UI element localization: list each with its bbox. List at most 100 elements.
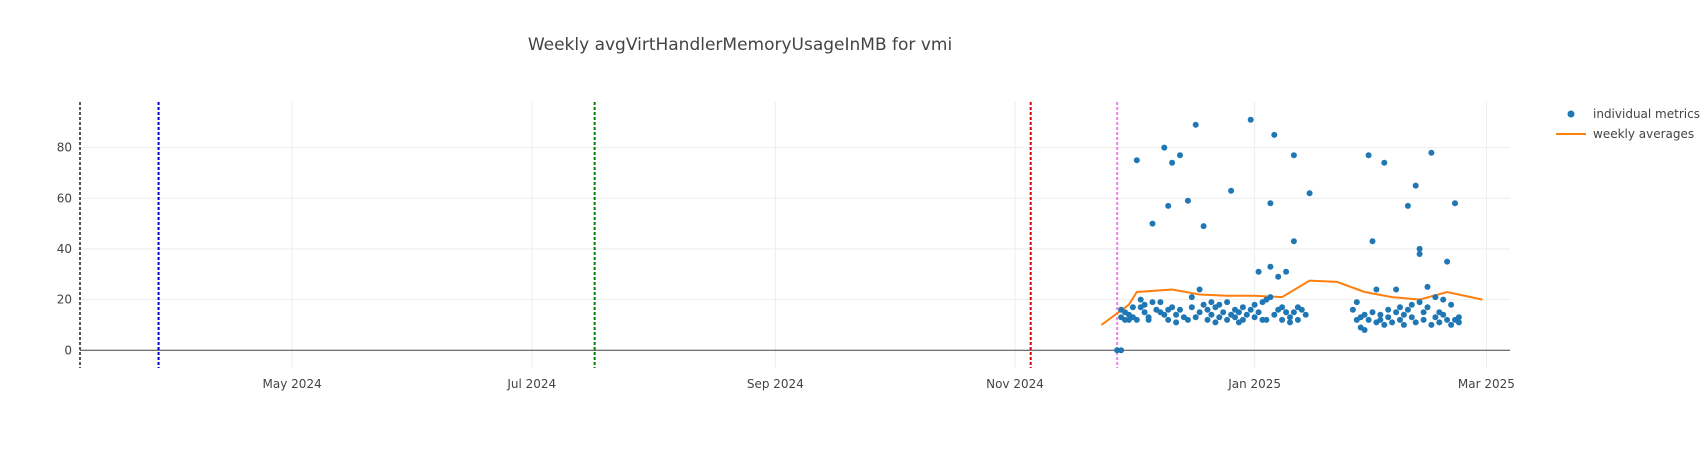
data-point [1420,316,1427,323]
data-point [1381,321,1388,328]
data-point [1267,200,1274,207]
data-point [1177,152,1183,159]
data-point [1184,316,1191,323]
data-point [1290,152,1297,159]
x-tick-label: Jul 2024 [506,377,556,391]
data-point [1432,314,1439,321]
data-point [1216,314,1223,321]
data-point [1397,316,1403,323]
data-point [1184,197,1191,204]
data-point [1177,306,1183,313]
data-point [1408,301,1415,308]
data-point [1377,316,1384,323]
data-point [1161,144,1168,151]
x-tick-label: Nov 2024 [986,377,1044,391]
data-point [1298,306,1305,313]
data-point [1349,306,1356,313]
data-point [1294,316,1301,323]
data-point [1149,299,1156,306]
data-point [1287,319,1293,326]
data-point [1275,273,1282,280]
data-point [1141,309,1148,316]
data-point [1239,304,1246,311]
data-point [1353,299,1360,306]
data-point [1192,314,1199,321]
data-point [1161,311,1168,318]
data-point [1267,294,1274,301]
data-point [1192,121,1199,128]
weekly-averages-series [1100,279,1483,326]
data-point [1173,311,1180,318]
data-point [1385,314,1392,321]
data-point [1200,301,1207,308]
data-point [1290,238,1297,245]
data-point [1428,321,1435,328]
legend-item[interactable]: weekly averages [1556,127,1694,141]
data-point [1381,159,1388,166]
data-point [1424,304,1431,311]
data-point [1208,311,1215,318]
data-point [1228,187,1235,194]
y-tick-label: 0 [64,343,72,357]
data-point [1420,309,1427,316]
x-tick-label: Jan 2025 [1227,377,1281,391]
data-point [1444,258,1451,265]
data-point [1243,311,1250,318]
data-point [1133,157,1140,164]
data-point [1306,190,1313,197]
data-point [1412,182,1419,189]
legend[interactable]: individual metrics weekly averages [1556,107,1700,141]
data-point [1271,311,1278,318]
data-point [1361,311,1368,318]
legend-label: weekly averages [1593,127,1694,141]
data-point [1208,299,1215,306]
data-point [1165,202,1172,209]
data-point [1389,319,1396,326]
data-point [1393,286,1400,293]
data-point [1251,301,1258,308]
data-point [1204,306,1211,313]
data-point [1412,319,1419,326]
data-point [1452,200,1458,207]
y-tick-label: 40 [57,242,72,256]
data-point [1149,220,1156,227]
data-point [1404,306,1411,313]
data-point [1385,306,1392,313]
data-point [1436,319,1443,326]
data-point [1279,316,1286,323]
data-point [1129,304,1136,311]
grid [80,102,1510,368]
data-point [1365,316,1372,323]
data-point [1440,296,1447,303]
data-point [1400,321,1407,328]
data-point [1302,311,1309,318]
data-point [1271,131,1278,138]
y-tick-label: 20 [57,293,72,307]
data-point [1290,309,1297,316]
data-point [1255,309,1262,316]
data-point [1373,286,1380,293]
legend-label: individual metrics [1593,107,1700,121]
data-point [1224,299,1231,306]
data-point [1145,316,1152,323]
data-point [1428,149,1435,156]
data-point [1400,311,1407,318]
data-point [1455,314,1462,321]
data-point [1251,314,1258,321]
data-point [1397,304,1403,311]
data-point [1212,319,1219,326]
data-point [1416,245,1423,252]
data-point [1369,238,1376,245]
data-point [1416,251,1423,257]
data-point [1448,301,1455,308]
data-point [1118,347,1125,354]
legend-swatch-marker [1567,110,1575,118]
data-point [1247,116,1254,123]
x-tick-label: Mar 2025 [1458,377,1515,391]
data-point [1196,286,1203,293]
data-point [1169,159,1176,166]
legend-item[interactable]: individual metrics [1567,107,1700,121]
y-tick-label: 80 [57,141,72,155]
data-point [1432,294,1439,301]
